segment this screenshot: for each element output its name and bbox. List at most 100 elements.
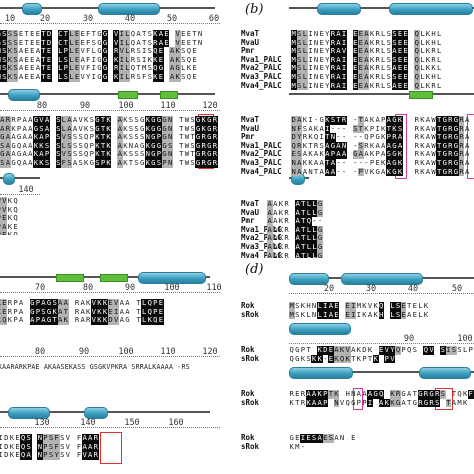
residue: P xyxy=(13,306,18,316)
helix xyxy=(84,407,108,419)
residue: W xyxy=(184,115,190,124)
residue: M xyxy=(289,301,295,311)
residue: S xyxy=(136,72,141,81)
residue: A xyxy=(407,309,412,319)
residue: K xyxy=(386,166,392,177)
residue: G xyxy=(97,46,102,56)
panel-d: (d) 20 30 40 50 Rok sRok 90 100 Rok sRok R… xyxy=(237,258,474,474)
residue: L xyxy=(381,63,386,73)
residue: T xyxy=(179,132,184,142)
residue: R xyxy=(431,80,436,90)
residue: A xyxy=(425,158,431,167)
residue: S xyxy=(1,37,8,48)
residue: A xyxy=(0,123,6,134)
residue: N xyxy=(37,433,43,443)
residue: S xyxy=(434,397,441,408)
residue: E xyxy=(24,54,30,64)
residue: A xyxy=(358,149,364,159)
residue: S xyxy=(72,140,78,150)
residue: L xyxy=(124,72,131,82)
residue: F xyxy=(76,433,82,442)
residue: S xyxy=(134,149,139,159)
residue: A xyxy=(5,158,11,168)
residue: T xyxy=(141,37,147,47)
residue: - xyxy=(364,158,369,167)
residue: G xyxy=(206,115,213,125)
residue: R xyxy=(414,166,420,176)
ruler-number: 110 xyxy=(160,101,176,111)
residue: G xyxy=(97,29,102,38)
alignment-row: PAKE xyxy=(0,222,18,232)
sequence-name: Mva3_PALC xyxy=(241,157,282,167)
residue: A xyxy=(169,72,175,82)
residue: G xyxy=(317,207,323,218)
residue: K xyxy=(381,132,386,142)
residue: K xyxy=(7,213,13,223)
residue: W xyxy=(431,123,436,133)
residue: L xyxy=(61,140,67,151)
panel-c-ruler-mid: 80 90 100 110 120 xyxy=(0,347,220,363)
residue: K xyxy=(278,207,284,217)
residue: I xyxy=(308,115,313,124)
residue: G xyxy=(453,115,459,125)
residue: Q xyxy=(364,132,369,142)
residue: L xyxy=(57,54,64,65)
residue: S xyxy=(55,149,62,159)
residue: A xyxy=(294,207,301,218)
residue: - xyxy=(341,158,347,167)
residue: K xyxy=(7,204,13,214)
residue: V xyxy=(113,29,120,39)
residue: T xyxy=(324,158,331,168)
residue: A xyxy=(18,54,24,64)
residue: L xyxy=(316,309,323,320)
residue: E xyxy=(397,29,403,39)
alignment-row: MSLINEYRAI EEAKRLSSEE QLKHL xyxy=(291,29,442,39)
residue: L xyxy=(57,46,64,56)
residue: L xyxy=(436,72,442,81)
alignment-row: AAKR ATLLG xyxy=(267,242,323,252)
residue: R xyxy=(212,115,218,125)
residue: K xyxy=(9,450,15,460)
residue: E xyxy=(397,37,403,48)
residue: M xyxy=(0,72,2,82)
residue: S xyxy=(330,115,336,125)
residue: H xyxy=(378,309,385,320)
residue: D xyxy=(291,115,297,125)
residue: I xyxy=(308,72,313,81)
panel-b-names-3: MvaT MvaU Pmr Mva1_PALC Mva2_PALC Mva3_PALC Mv… xyxy=(241,199,282,258)
residue: A xyxy=(302,149,308,159)
residue: L xyxy=(302,80,308,91)
residue: S xyxy=(12,37,19,48)
residue: Q xyxy=(414,37,420,48)
residue: A xyxy=(18,72,24,81)
residue: R xyxy=(423,389,429,399)
residue: S xyxy=(12,54,19,65)
residue: A xyxy=(294,251,301,258)
residue: Q xyxy=(306,216,312,226)
residue: K xyxy=(105,115,112,125)
residue: E xyxy=(402,80,409,91)
ruler-number: 120 xyxy=(202,347,218,357)
ruler-number: 30 xyxy=(82,14,94,24)
residue: H xyxy=(431,37,436,47)
residue: T xyxy=(190,132,195,142)
residue: K xyxy=(96,298,103,308)
residue: S xyxy=(72,149,78,159)
residue: K xyxy=(369,140,375,150)
residue: S xyxy=(391,54,398,65)
residue: V xyxy=(384,345,390,355)
residue: E xyxy=(378,345,385,355)
residue: L xyxy=(311,233,318,243)
residue: G xyxy=(161,123,168,134)
residue: A xyxy=(294,224,301,235)
residue: K xyxy=(420,132,425,142)
residue: A xyxy=(273,207,278,217)
residue: M xyxy=(457,397,462,407)
residue: R xyxy=(130,46,136,56)
residue: T xyxy=(40,29,47,39)
residue: K xyxy=(369,80,375,90)
residue: A xyxy=(381,149,386,159)
residue: L xyxy=(420,37,425,47)
residue: - xyxy=(336,123,341,133)
residue: K xyxy=(420,115,425,124)
